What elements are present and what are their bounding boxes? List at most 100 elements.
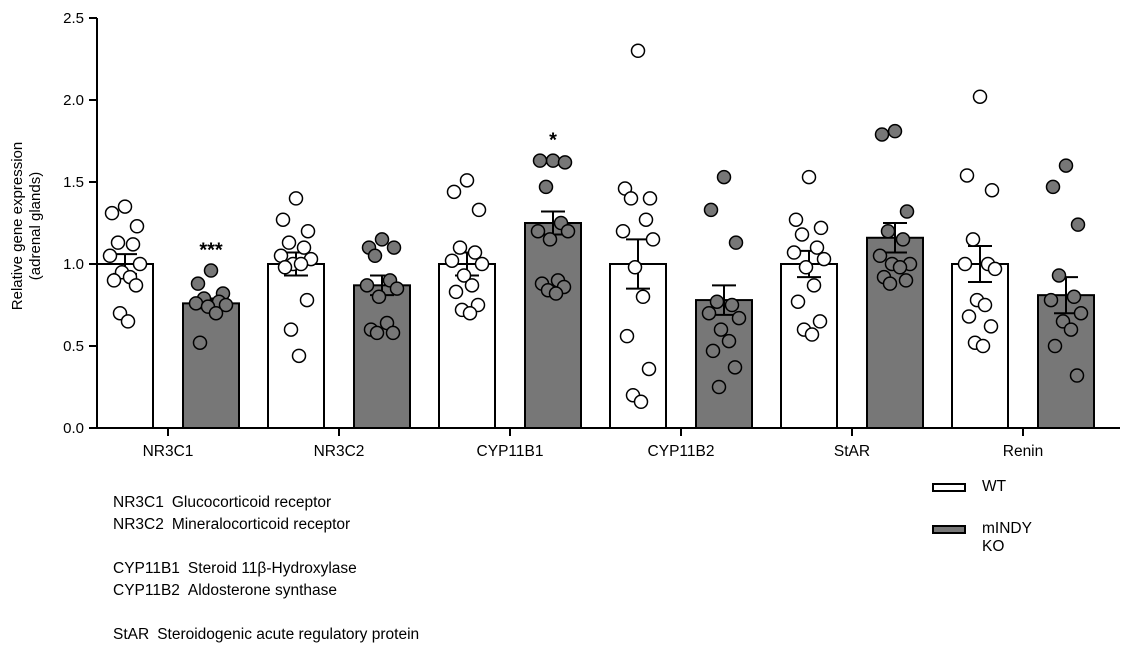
data-point-ko (389, 281, 405, 296)
data-point-wt (275, 212, 291, 227)
data-point-ko (557, 155, 573, 170)
abbreviation-name: Steroid 11β-Hydroxylase (187, 560, 357, 577)
data-point-wt (627, 260, 643, 275)
data-point-wt (816, 251, 832, 267)
data-point-ko (530, 223, 546, 239)
bars (96, 210, 1095, 429)
abbreviation-item: CYP11B1 Steroid 11β-Hydroxylase (113, 558, 419, 580)
data-point-wt (293, 256, 309, 272)
gene-expression-bar-chart: 0.0 0.5 1.0 1.5 2.0 2.5 Relative gene expressi… (9, 10, 1120, 460)
data-point-ko (711, 379, 727, 395)
data-point-ko (545, 153, 561, 168)
data-point-wt (464, 278, 480, 293)
data-point-wt (804, 327, 820, 342)
data-point-ko (887, 123, 903, 139)
data-point-wt (106, 273, 122, 288)
significance-label: * (549, 130, 557, 152)
data-point-wt (972, 89, 988, 104)
abbreviation-item: StAR Steroidogenic acute regulatory prote… (113, 624, 419, 646)
data-point-ko (705, 343, 721, 359)
data-point-ko (1047, 338, 1063, 354)
x-tick-label: NR3C2 (314, 443, 365, 460)
abbreviation-code: CYP11B1 (113, 560, 180, 577)
data-point-ko (190, 276, 206, 291)
significance-label: *** (199, 240, 223, 262)
y-tick-label: 2.0 (63, 92, 84, 109)
data-point-wt (794, 227, 810, 242)
data-point-ko (532, 153, 548, 168)
data-point-ko (542, 232, 558, 247)
data-point-wt (786, 245, 802, 260)
abbreviation-code: CYP11B2 (113, 582, 180, 599)
data-point-ko (218, 297, 234, 313)
bar-ko (353, 284, 411, 429)
y-tick-label: 2.5 (63, 10, 84, 27)
data-point-wt (615, 223, 631, 239)
data-point-ko (1069, 368, 1085, 383)
data-point-wt (462, 305, 478, 321)
data-point-wt (102, 248, 118, 264)
data-point-ko (731, 310, 747, 326)
abbreviation-item: NR3C2 Mineralocorticoid receptor (113, 514, 419, 536)
data-point-wt (456, 268, 472, 283)
data-point-wt (277, 260, 293, 275)
data-point-wt (104, 205, 120, 221)
data-point-ko (895, 232, 911, 247)
x-tick-label: Renin (1003, 443, 1044, 460)
data-point-ko (1051, 268, 1067, 283)
data-point-ko (716, 169, 732, 185)
bar-wt (267, 263, 325, 429)
data-point-wt (288, 191, 304, 206)
bar-wt (438, 263, 496, 429)
data-point-ko (385, 325, 401, 341)
x-tick-label: CYP11B1 (477, 443, 544, 460)
data-point-ko (709, 294, 725, 309)
data-point-wt (984, 182, 1000, 198)
abbreviation-name: Aldosterone synthase (187, 582, 337, 599)
legend-swatch-ko (932, 525, 966, 534)
data-point-wt (809, 240, 825, 255)
data-point-ko (727, 360, 743, 375)
data-point-wt (129, 219, 145, 234)
data-point-wt (283, 322, 299, 337)
data-point-wt (125, 237, 141, 252)
data-point-wt (619, 328, 635, 344)
data-point-ko (371, 289, 387, 305)
data-point-wt (642, 191, 658, 206)
data-point-wt (635, 289, 651, 305)
y-tick-label: 1.5 (63, 174, 84, 191)
data-point-wt (813, 220, 829, 236)
data-point-wt (291, 348, 307, 364)
data-point-ko (560, 223, 576, 239)
data-point-ko (374, 232, 390, 247)
data-point-wt (474, 256, 490, 272)
y-axis-label: (adrenal glands) (27, 172, 44, 280)
data-point-wt (641, 361, 657, 377)
data-point-wt (300, 223, 316, 239)
data-point-ko (386, 240, 402, 255)
data-point-wt (471, 202, 487, 218)
data-point-ko (728, 235, 744, 250)
labels: 0.0 0.5 1.0 1.5 2.0 2.5 Relative gene expressi… (9, 10, 1043, 460)
abbreviation-code: NR3C2 (113, 516, 164, 533)
data-point-wt (299, 292, 315, 308)
bar-ko (182, 302, 240, 429)
data-point-ko (1063, 322, 1079, 337)
data-point-wt (117, 199, 133, 214)
data-point-ko (538, 179, 554, 195)
data-point-wt (459, 173, 475, 188)
abbreviation-code: NR3C1 (113, 494, 164, 511)
bar-wt (96, 263, 154, 429)
abbreviation-code: StAR (113, 626, 150, 643)
data-point-ko (1066, 289, 1082, 305)
data-point-wt (959, 168, 975, 183)
legend-swatch-wt (932, 483, 966, 492)
data-point-ko (203, 263, 219, 278)
data-point-wt (798, 260, 814, 275)
data-point-ko (713, 322, 729, 337)
data-point-ko (208, 305, 224, 321)
data-point-ko (882, 276, 898, 291)
legend-label: WT (982, 478, 1007, 495)
data-point-ko (359, 278, 375, 293)
data-point-wt (120, 314, 136, 329)
